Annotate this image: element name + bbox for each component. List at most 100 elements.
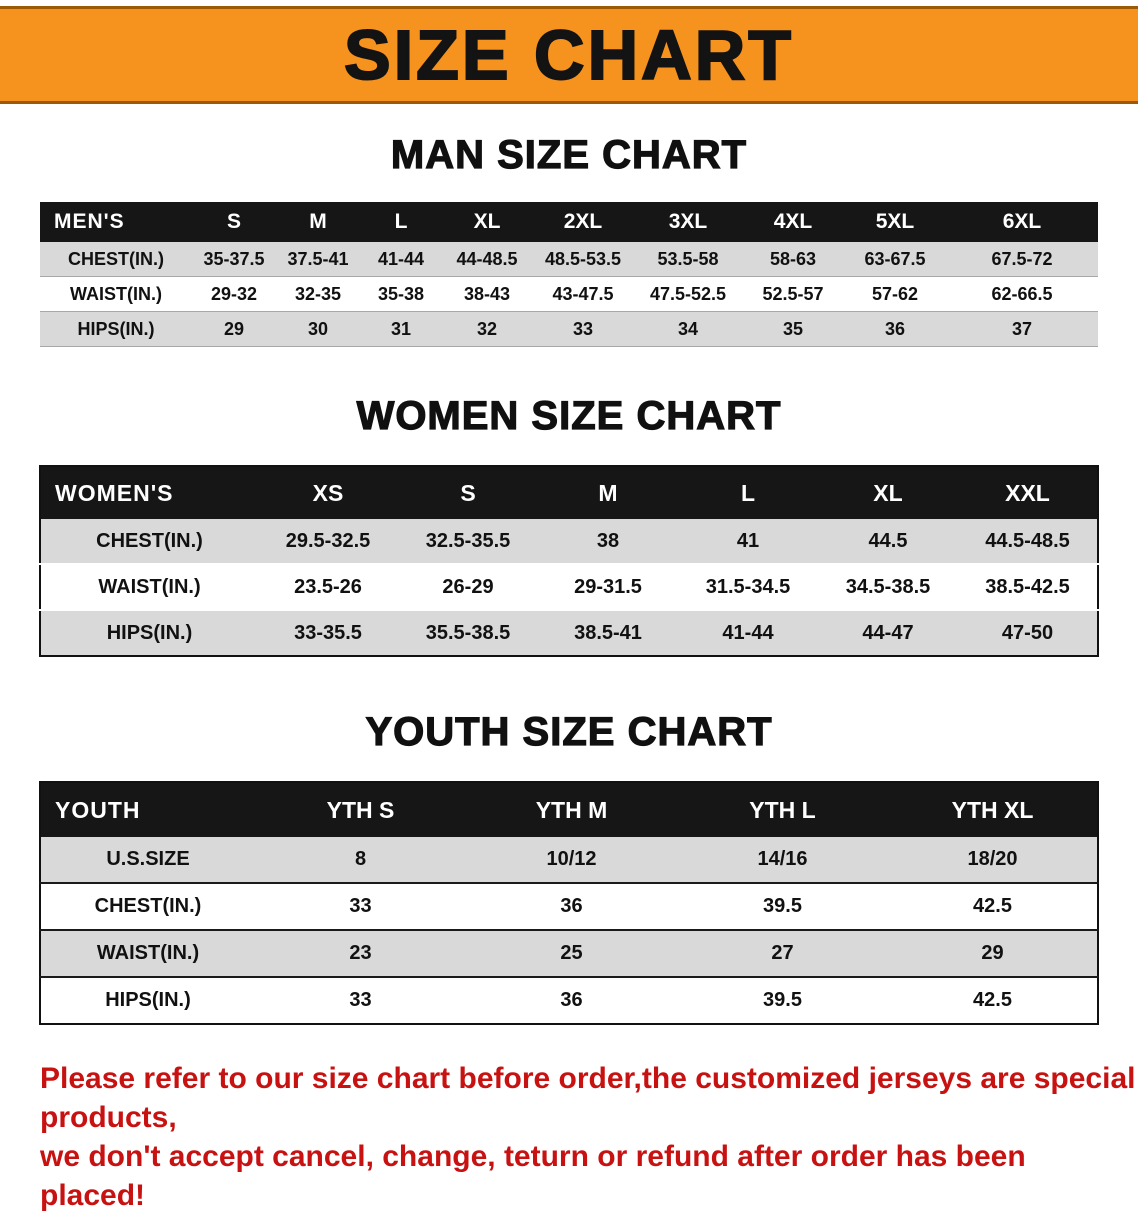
- table-cell: 41-44: [678, 610, 818, 656]
- column-header: 3XL: [634, 202, 742, 242]
- size-chart-page: SIZE CHART MAN SIZE CHART MEN'S S M L XL…: [0, 6, 1138, 1215]
- table-cell: 44-48.5: [442, 242, 532, 277]
- youth-size-chart-section: YOUTH SIZE CHART YOUTH YTH S YTH M YTH L…: [0, 709, 1138, 1025]
- women-size-chart-section: WOMEN SIZE CHART WOMEN'S XS S M L XL XXL: [0, 393, 1138, 657]
- table-cell: 47.5-52.5: [634, 276, 742, 312]
- table-cell: 33-35.5: [258, 610, 398, 656]
- column-header: XXL: [958, 466, 1098, 519]
- table-cell: 38-43: [442, 276, 532, 312]
- table-cell: 41: [678, 519, 818, 565]
- table-cell: 23: [255, 930, 466, 978]
- table-row: CHEST(IN.) 29.5-32.5 32.5-35.5 38 41 44.…: [40, 519, 1098, 565]
- disclaimer-line-2: we don't accept cancel, change, teturn o…: [40, 1140, 1026, 1212]
- man-size-chart-heading: MAN SIZE CHART: [390, 132, 748, 177]
- row-label: U.S.SIZE: [40, 837, 255, 884]
- table-cell: 33: [349, 989, 372, 1011]
- row-label: WAIST(IN.): [40, 930, 255, 978]
- table-cell: 37: [946, 311, 1098, 347]
- column-header: 4XL: [742, 202, 844, 242]
- table-cell: 18/20: [888, 837, 1098, 884]
- mens-corner-label: MEN'S: [40, 202, 192, 242]
- table-cell: 33: [532, 311, 634, 347]
- man-size-chart-section: MAN SIZE CHART MEN'S S M L XL 2XL 3XL 4X…: [0, 132, 1138, 347]
- table-cell: 29: [192, 311, 276, 347]
- mens-size-table: MEN'S S M L XL 2XL 3XL 4XL 5XL 6XL CHEST…: [40, 202, 1098, 347]
- table-cell: 23.5-26: [258, 564, 398, 611]
- table-cell: 48.5-53.5: [532, 242, 634, 277]
- row-label: CHEST(IN.): [40, 242, 192, 277]
- table-row: CHEST(IN.) 35-37.5 37.5-41 41-44 44-48.5…: [40, 242, 1098, 277]
- table-cell: 35.5-38.5: [398, 610, 538, 656]
- mens-header-row: MEN'S S M L XL 2XL 3XL 4XL 5XL 6XL: [40, 202, 1098, 242]
- column-header: S: [192, 202, 276, 242]
- table-cell: 52.5-57: [742, 276, 844, 312]
- table-cell: 31: [360, 311, 442, 347]
- table-cell: 36: [466, 883, 677, 931]
- column-header: YTH XL: [888, 782, 1098, 837]
- disclaimer-line-1: Please refer to our size chart before or…: [40, 1062, 1136, 1134]
- table-cell: 38.5-41: [538, 610, 678, 656]
- row-label: HIPS(IN.): [105, 989, 191, 1011]
- table-row: HIPS(IN.) 33-35.5 35.5-38.5 38.5-41 41-4…: [40, 610, 1098, 656]
- table-cell: 30: [276, 311, 360, 347]
- table-cell: 37.5-41: [276, 242, 360, 277]
- table-cell: 43-47.5: [532, 276, 634, 312]
- women-size-chart-heading: WOMEN SIZE CHART: [356, 393, 782, 438]
- table-cell: 35-38: [360, 276, 442, 312]
- table-cell: 29.5-32.5: [258, 519, 398, 565]
- table-cell: 14/16: [677, 837, 888, 884]
- womens-corner-label: WOMEN'S: [40, 466, 258, 519]
- table-cell: 32: [442, 311, 532, 347]
- table-cell: 62-66.5: [946, 276, 1098, 312]
- table-cell: 33: [255, 883, 466, 931]
- column-header: M: [538, 466, 678, 519]
- column-header: L: [678, 466, 818, 519]
- column-header: L: [360, 202, 442, 242]
- row-label: WAIST(IN.): [40, 564, 258, 611]
- table-cell: 31.5-34.5: [678, 564, 818, 611]
- table-cell: 29-31.5: [538, 564, 678, 611]
- page-title: SIZE CHART: [343, 16, 794, 94]
- column-header: YTH S: [255, 782, 466, 837]
- disclaimer: Please refer to our size chart before or…: [40, 1059, 1138, 1215]
- youth-size-chart-heading: YOUTH SIZE CHART: [365, 709, 773, 754]
- table-cell: 36: [560, 989, 583, 1011]
- table-cell: 38.5-42.5: [958, 564, 1098, 611]
- column-header: M: [276, 202, 360, 242]
- table-cell: 26-29: [398, 564, 538, 611]
- column-header: XS: [258, 466, 398, 519]
- table-cell: 39.5: [763, 989, 802, 1011]
- column-header: YTH M: [466, 782, 677, 837]
- column-header: YTH L: [677, 782, 888, 837]
- table-row: HIPS(IN.) 33 36 39.5 42.5: [40, 977, 1098, 1024]
- womens-size-table: WOMEN'S XS S M L XL XXL CHEST(IN.) 29.5-…: [39, 465, 1099, 657]
- table-cell: 29-32: [192, 276, 276, 312]
- table-cell: 27: [677, 930, 888, 978]
- column-header: XL: [442, 202, 532, 242]
- table-cell: 34: [634, 311, 742, 347]
- column-header: XL: [818, 466, 958, 519]
- row-label: HIPS(IN.): [40, 610, 258, 656]
- table-cell: 67.5-72: [946, 242, 1098, 277]
- table-cell: 32-35: [276, 276, 360, 312]
- column-header: 5XL: [844, 202, 946, 242]
- table-cell: 63-67.5: [844, 242, 946, 277]
- table-row: WAIST(IN.) 29-32 32-35 35-38 38-43 43-47…: [40, 276, 1098, 312]
- table-row: WAIST(IN.) 23.5-26 26-29 29-31.5 31.5-34…: [40, 564, 1098, 611]
- table-cell: 44.5-48.5: [958, 519, 1098, 565]
- table-cell: 47-50: [958, 610, 1098, 656]
- table-row: WAIST(IN.) 23 25 27 29: [40, 930, 1098, 978]
- table-cell: 34.5-38.5: [818, 564, 958, 611]
- table-row: CHEST(IN.) 33 36 39.5 42.5: [40, 883, 1098, 931]
- table-cell: 42.5: [973, 989, 1012, 1011]
- table-cell: 42.5: [888, 883, 1098, 931]
- table-cell: 8: [255, 837, 466, 884]
- table-cell: 29: [888, 930, 1098, 978]
- table-cell: 44-47: [818, 610, 958, 656]
- table-cell: 39.5: [677, 883, 888, 931]
- youth-header-row: YOUTH YTH S YTH M YTH L YTH XL: [40, 782, 1098, 837]
- table-row: HIPS(IN.) 29 30 31 32 33 34 35 36 37: [40, 311, 1098, 347]
- column-header: 2XL: [532, 202, 634, 242]
- table-cell: 25: [466, 930, 677, 978]
- table-cell: 10/12: [466, 837, 677, 884]
